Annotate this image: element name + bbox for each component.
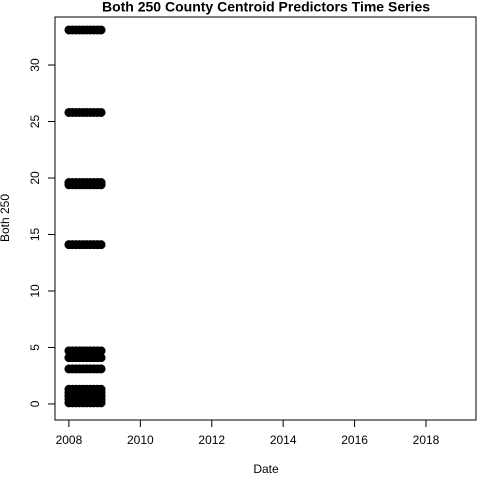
x-axis-label: Date [253, 462, 279, 476]
point [96, 180, 106, 190]
y-tick-label: 0 [28, 400, 42, 407]
y-tick-label: 20 [28, 171, 42, 185]
y-tick-label: 5 [28, 344, 42, 351]
y-tick-label: 15 [28, 227, 42, 241]
x-tick-label: 2016 [341, 433, 368, 447]
x-tick-label: 2012 [198, 433, 225, 447]
point [96, 240, 106, 250]
chart-title: Both 250 County Centroid Predictors Time… [102, 0, 430, 15]
x-tick-label: 2008 [56, 433, 83, 447]
y-axis-label: Both 250 [0, 194, 12, 242]
point [96, 25, 106, 35]
x-tick-label: 2010 [127, 433, 154, 447]
x-tick-label: 2018 [413, 433, 440, 447]
point [96, 107, 106, 117]
point [96, 398, 106, 408]
y-tick-label: 10 [28, 284, 42, 298]
point [96, 353, 106, 363]
y-tick-label: 25 [28, 115, 42, 129]
point [96, 364, 106, 374]
x-tick-label: 2014 [270, 433, 297, 447]
y-tick-label: 30 [28, 58, 42, 72]
